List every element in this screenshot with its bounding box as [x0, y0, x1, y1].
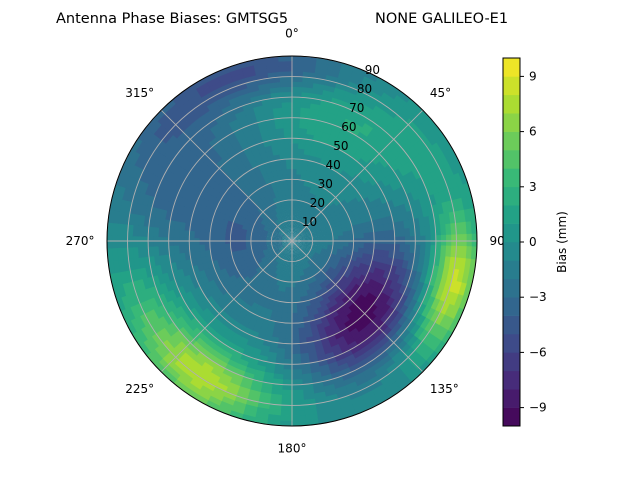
colorbar-ticks: −9 −6 −3 0 3 6 9 [520, 69, 547, 414]
heatmap-cell [281, 92, 293, 98]
colorbar-band [503, 408, 520, 427]
heatmap-cell [283, 122, 293, 128]
heatmap-cell [292, 328, 299, 334]
colorbar-band [503, 58, 520, 77]
heatmap-cell [291, 390, 303, 396]
azimuth-tick-label: 90 [490, 234, 505, 248]
colorbar-band [503, 279, 520, 298]
azimuth-tick-label: 180° [278, 442, 307, 456]
heatmap-cell [291, 395, 304, 401]
heatmap-cell [374, 231, 380, 238]
colorbar-tick-label: −9 [529, 401, 547, 415]
heatmap-cell [291, 354, 301, 360]
colorbar-tick-label: 0 [529, 235, 537, 249]
colorbar-band [503, 132, 520, 151]
azimuth-tick-label: 225° [125, 382, 154, 396]
heatmap-cell [286, 164, 292, 170]
heatmap-cell [279, 66, 293, 72]
colorbar-tick-label: 9 [529, 69, 537, 83]
radial-tick-label: 20 [310, 196, 325, 210]
heatmap-cell [291, 415, 305, 421]
heatmap-cell [291, 369, 302, 375]
heatmap-cell [282, 112, 292, 118]
heatmap-cell [364, 233, 370, 239]
colorbar-band [503, 389, 520, 408]
heatmap-cell [292, 308, 298, 314]
heatmap-cell [284, 133, 293, 139]
heatmap-cell [285, 143, 293, 149]
heatmap-cell [280, 86, 292, 92]
radial-tick-label: 60 [341, 120, 356, 134]
colorbar-tick-label: −3 [529, 290, 547, 304]
heatmap-cell [287, 174, 292, 180]
colorbar-band [503, 113, 520, 132]
heatmap-cell [291, 410, 305, 416]
colorbar-band [503, 352, 520, 371]
colorbar-tick-label: 6 [529, 125, 537, 139]
colorbar-bands [503, 58, 520, 426]
azimuth-tick-label: 0° [285, 27, 299, 41]
colorbar-band [503, 297, 520, 316]
azimuth-tick-label: 315° [125, 86, 154, 100]
colorbar: −9 −6 −3 0 3 6 9 Bias (mm) [503, 58, 569, 426]
heatmap-cell [291, 349, 300, 355]
colorbar-band [503, 76, 520, 95]
heatmap-cell [285, 153, 292, 159]
colorbar-band [503, 168, 520, 187]
heatmap-cell [291, 343, 300, 349]
colorbar-band [503, 242, 520, 261]
azimuth-tick-label: 270° [66, 234, 95, 248]
radial-tick-label: 40 [326, 158, 341, 172]
heatmap-cell [291, 333, 299, 339]
heatmap-cell [379, 231, 385, 239]
radial-tick-label: 30 [318, 177, 333, 191]
heatmap-cell [280, 81, 293, 87]
colorbar-band [503, 224, 520, 243]
azimuth-tick-label: 45° [430, 86, 451, 100]
colorbar-band [503, 187, 520, 206]
heatmap-cell [199, 244, 205, 252]
heatmap-cell [278, 61, 292, 67]
heatmap-cell [358, 233, 364, 239]
radial-tick-label: 70 [349, 101, 364, 115]
heatmap-cell [282, 107, 293, 113]
colorbar-band [503, 205, 520, 224]
heatmap-cell [220, 243, 226, 249]
radial-tick-label: 90 [365, 63, 380, 77]
heatmap-cell [287, 169, 293, 175]
heatmap-cell [291, 374, 302, 380]
radial-tick-label: 80 [357, 82, 372, 96]
chart-title-left: Antenna Phase Biases: GMTSG5 [56, 11, 288, 27]
heatmap-cell [215, 243, 221, 249]
colorbar-band [503, 316, 520, 335]
colorbar-band [503, 95, 520, 114]
radial-tick-label: 50 [333, 139, 348, 153]
heatmap-cell [285, 148, 292, 154]
heatmap-cell [384, 230, 390, 238]
colorbar-tick-label: 3 [529, 180, 537, 194]
colorbar-band [503, 260, 520, 279]
heatmap-cell [291, 384, 303, 390]
radial-tick-label: 10 [302, 215, 317, 229]
colorbar-band [503, 334, 520, 353]
colorbar-band [503, 150, 520, 169]
polar-grid [107, 56, 477, 426]
heatmap-cell [292, 323, 299, 329]
colorbar-tick-label: −6 [529, 345, 547, 359]
heatmap-cell [291, 364, 301, 370]
azimuth-tick-label: 135° [430, 382, 459, 396]
heatmap-cell [292, 313, 298, 319]
heatmap-cell [283, 128, 292, 134]
heatmap-cell [292, 302, 297, 308]
colorbar-band [503, 371, 520, 390]
heatmap-cell [194, 244, 200, 252]
heatmap-cell [282, 102, 293, 108]
colorbar-label: Bias (mm) [555, 211, 569, 273]
chart-title-right: NONE GALILEO-E1 [375, 11, 508, 27]
heatmap-cell [204, 243, 210, 250]
